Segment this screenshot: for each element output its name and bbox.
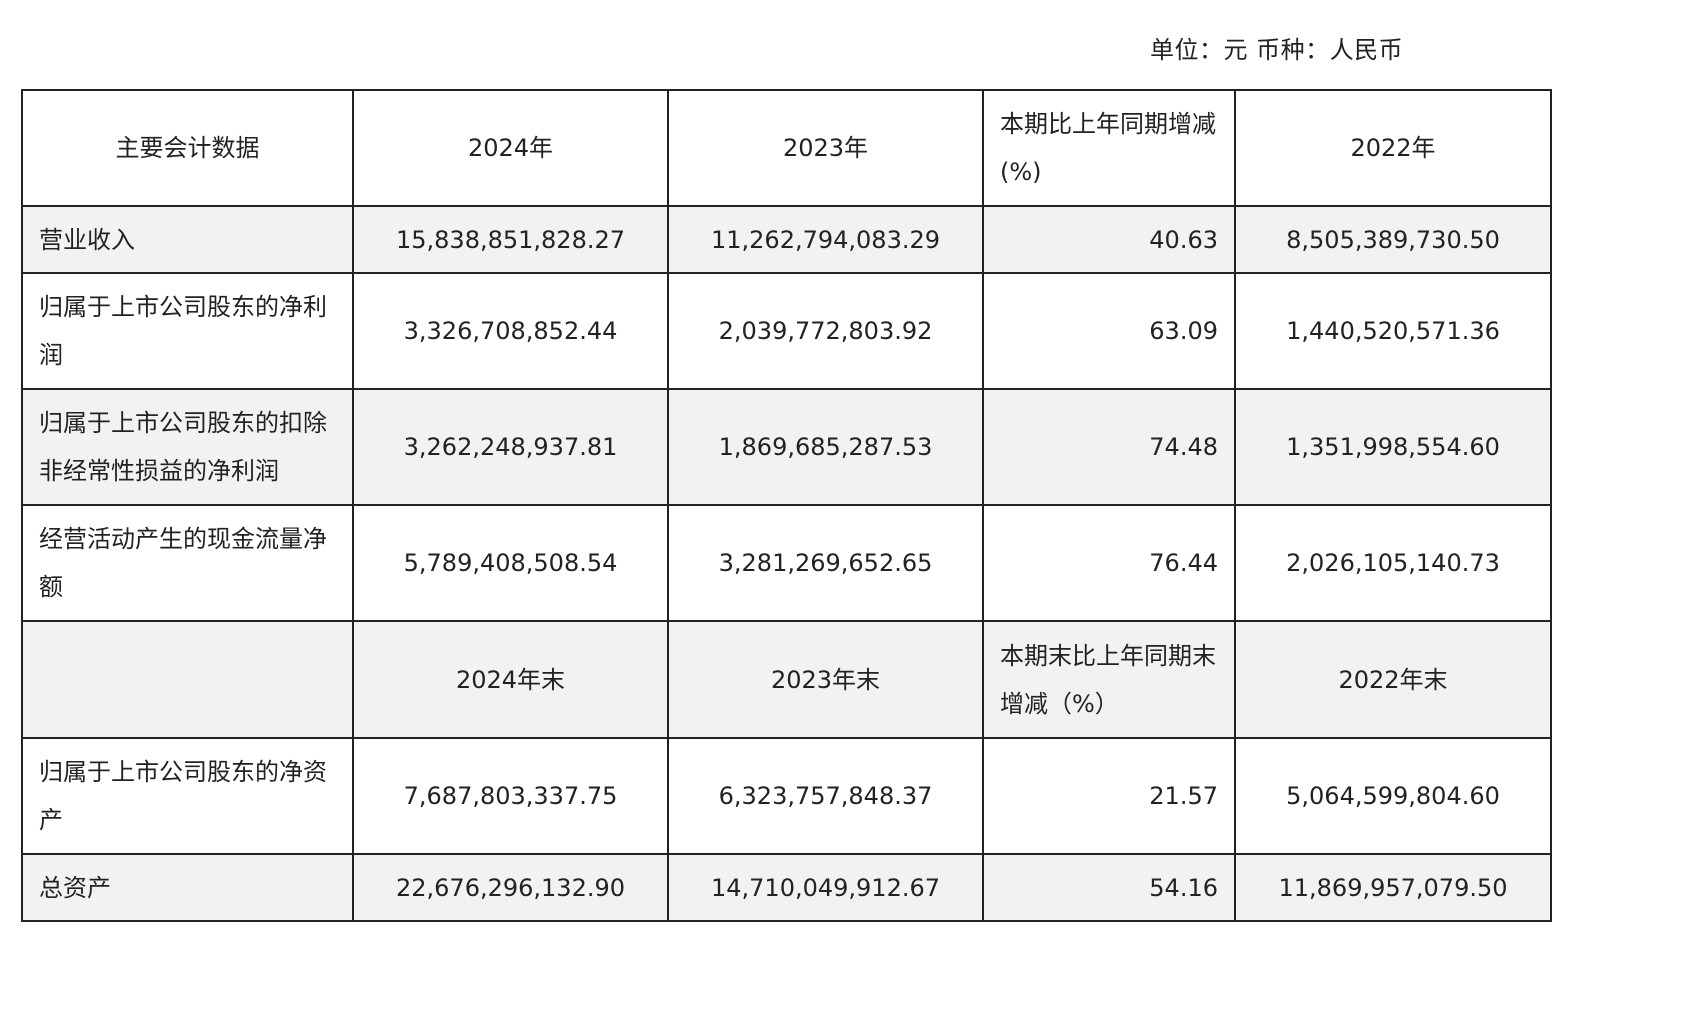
subheader-2023: 2023年末 <box>667 620 984 739</box>
table-row: 经营活动产生的现金流量净额 5,789,408,508.54 3,281,269… <box>21 504 1552 622</box>
value-2024: 3,262,248,937.81 <box>352 388 669 506</box>
value-2023: 1,869,685,287.53 <box>667 388 984 506</box>
row-label: 总资产 <box>21 853 354 922</box>
value-2023: 3,281,269,652.65 <box>667 504 984 622</box>
value-2024: 5,789,408,508.54 <box>352 504 669 622</box>
value-2022: 11,869,957,079.50 <box>1234 853 1552 922</box>
row-label: 归属于上市公司股东的净利润 <box>21 272 354 390</box>
row-label: 归属于上市公司股东的扣除非经常性损益的净利润 <box>21 388 354 506</box>
table-row: 归属于上市公司股东的净利润 3,326,708,852.44 2,039,772… <box>21 272 1552 390</box>
subheader-2022: 2022年末 <box>1234 620 1552 739</box>
header-2023: 2023年 <box>667 89 984 207</box>
value-change: 74.48 <box>982 388 1236 506</box>
value-change: 76.44 <box>982 504 1236 622</box>
subheader-2024: 2024年末 <box>352 620 669 739</box>
table-header-row: 主要会计数据 2024年 2023年 本期比上年同期增减(%) 2022年 <box>21 89 1552 207</box>
subheader-label <box>21 620 354 739</box>
value-2024: 3,326,708,852.44 <box>352 272 669 390</box>
row-label: 营业收入 <box>21 205 354 274</box>
unit-currency-note: 单位：元 币种：人民币 <box>1150 36 1404 64</box>
value-2023: 2,039,772,803.92 <box>667 272 984 390</box>
header-2024: 2024年 <box>352 89 669 207</box>
header-label: 主要会计数据 <box>21 89 354 207</box>
value-change: 21.57 <box>982 737 1236 855</box>
value-2024: 15,838,851,828.27 <box>352 205 669 274</box>
table-row: 归属于上市公司股东的扣除非经常性损益的净利润 3,262,248,937.81 … <box>21 388 1552 506</box>
value-2023: 6,323,757,848.37 <box>667 737 984 855</box>
value-change: 54.16 <box>982 853 1236 922</box>
table-subheader-row: 2024年末 2023年末 本期末比上年同期末增减（%） 2022年末 <box>21 620 1552 739</box>
value-2022: 1,440,520,571.36 <box>1234 272 1552 390</box>
table-row: 营业收入 15,838,851,828.27 11,262,794,083.29… <box>21 205 1552 274</box>
header-change: 本期比上年同期增减(%) <box>982 89 1236 207</box>
value-2022: 1,351,998,554.60 <box>1234 388 1552 506</box>
row-label: 归属于上市公司股东的净资产 <box>21 737 354 855</box>
subheader-change: 本期末比上年同期末增减（%） <box>982 620 1236 739</box>
value-2023: 14,710,049,912.67 <box>667 853 984 922</box>
value-2024: 22,676,296,132.90 <box>352 853 669 922</box>
value-2022: 8,505,389,730.50 <box>1234 205 1552 274</box>
table-row: 总资产 22,676,296,132.90 14,710,049,912.67 … <box>21 853 1552 922</box>
value-2024: 7,687,803,337.75 <box>352 737 669 855</box>
value-change: 40.63 <box>982 205 1236 274</box>
row-label: 经营活动产生的现金流量净额 <box>21 504 354 622</box>
value-2022: 5,064,599,804.60 <box>1234 737 1552 855</box>
table-row: 归属于上市公司股东的净资产 7,687,803,337.75 6,323,757… <box>21 737 1552 855</box>
header-2022: 2022年 <box>1234 89 1552 207</box>
financial-data-table: 主要会计数据 2024年 2023年 本期比上年同期增减(%) 2022年 营业… <box>21 89 1552 922</box>
value-2022: 2,026,105,140.73 <box>1234 504 1552 622</box>
value-change: 63.09 <box>982 272 1236 390</box>
value-2023: 11,262,794,083.29 <box>667 205 984 274</box>
